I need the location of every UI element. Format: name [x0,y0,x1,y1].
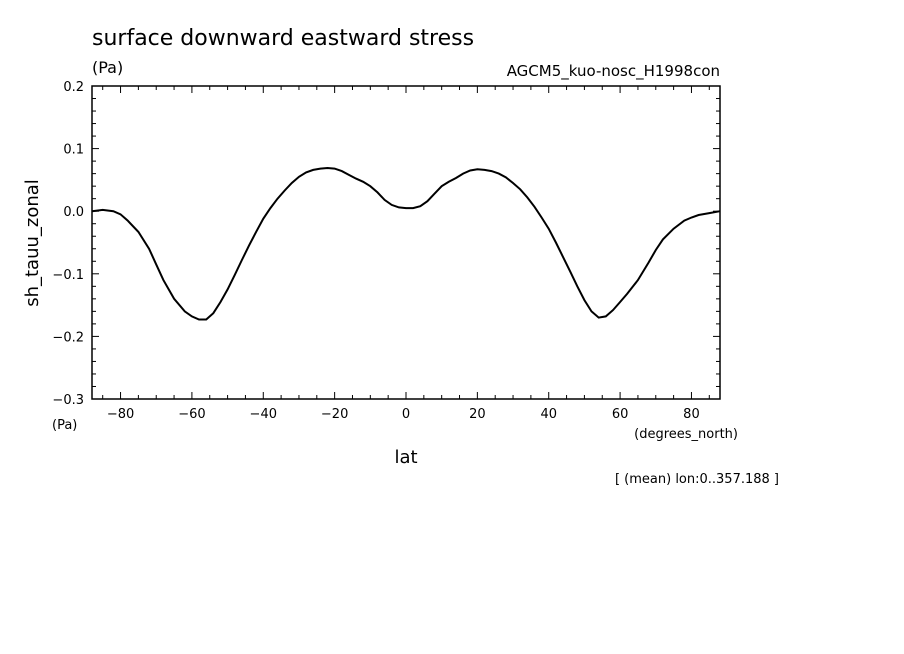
y-axis-label: sh_tauu_zonal [22,179,43,307]
y-tick-label: 0.0 [63,205,84,220]
x-tick-labels: −80 −60 −40 −20 0 20 40 60 80 [107,407,700,422]
x-axis-label: lat [394,447,417,468]
x-tick-label: 0 [402,407,410,422]
chart-title: surface downward eastward stress [92,26,474,51]
x-tick-label: 20 [469,407,486,422]
footnote-mean-lon: [ (mean) lon:0..357.188 ] [615,472,779,487]
title-units-label: (Pa) [92,58,123,77]
plot-frame [91,85,721,400]
y-tick-label: −0.1 [52,268,84,283]
y-tick-label: 0.1 [63,143,84,158]
x-tick-label: 40 [540,407,557,422]
y-tick-label: 0.2 [63,80,84,95]
y-tick-label: −0.3 [52,393,84,408]
y-tick-label: −0.2 [52,330,84,345]
x-tick-label: 60 [612,407,629,422]
x-tick-label: −40 [250,407,277,422]
x-tick-label: −60 [178,407,205,422]
x-tick-label: −80 [107,407,134,422]
y-tick-labels: 0.2 0.1 0.0 −0.1 −0.2 −0.3 [52,80,84,408]
y-units-label: (Pa) [52,418,77,433]
x-units-label: (degrees_north) [634,427,738,442]
axis-ticks [92,85,720,400]
series-line [91,166,721,321]
x-tick-label: −20 [321,407,348,422]
dataset-label: AGCM5_kuo-nosc_H1998con [507,62,720,81]
x-tick-label: 80 [683,407,700,422]
